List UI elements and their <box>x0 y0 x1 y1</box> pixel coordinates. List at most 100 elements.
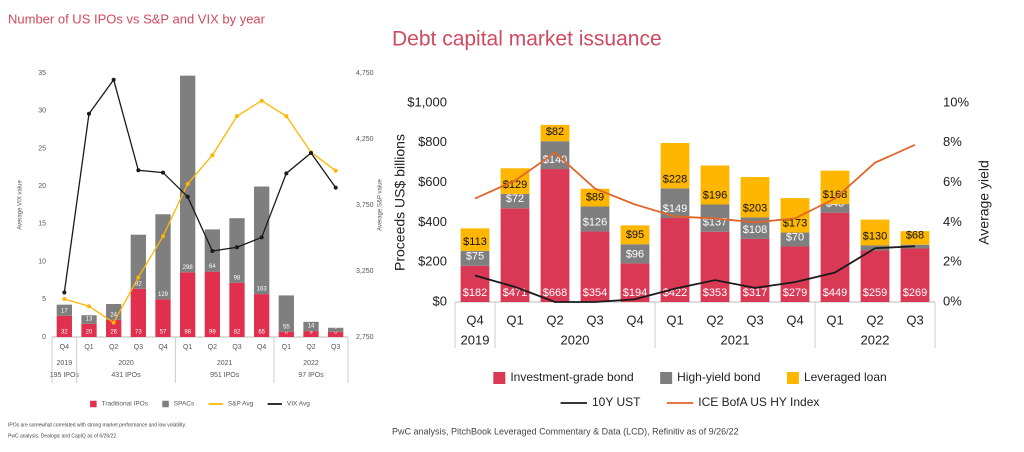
line-marker <box>259 98 264 103</box>
x-tick-label: Q2 <box>546 312 563 327</box>
y2-axis-title: Average S&P value <box>378 178 384 230</box>
value-label: 64 <box>209 264 216 270</box>
legend-label: VIX Avg <box>287 401 310 408</box>
group-label: 2021 <box>217 360 233 367</box>
legend-label: Leveraged loan <box>804 370 887 384</box>
bar-segment <box>180 75 196 273</box>
x-tick-label: Q3 <box>906 312 923 327</box>
value-label: $194 <box>623 287 647 299</box>
line-marker <box>333 168 338 173</box>
value-label: 24 <box>110 312 117 318</box>
y-tick-label: 35 <box>38 70 46 77</box>
bar-segment <box>780 198 810 233</box>
bar-segment <box>130 234 146 289</box>
footnote: IPOs are somewhat correlated with strong… <box>8 422 186 428</box>
x-tick-label: Q3 <box>746 312 763 327</box>
value-label: $269 <box>903 287 927 299</box>
line-marker <box>259 235 264 240</box>
legend-label: Investment-grade bond <box>510 370 633 384</box>
legend-swatch <box>90 400 97 408</box>
x-tick-label: Q4 <box>466 312 483 327</box>
x-tick-label: Q4 <box>158 344 167 351</box>
value-label: $182 <box>463 287 487 299</box>
y-tick-label: $600 <box>418 174 447 189</box>
value-label: 8 <box>334 330 338 336</box>
group-count: 431 IPOs <box>111 372 141 379</box>
y2-axis-title: Average yield <box>976 160 992 245</box>
bar-segment <box>155 214 171 300</box>
group-count: 195 IPOs <box>50 372 80 379</box>
x-tick-label: Q4 <box>786 312 803 327</box>
y-tick-label: $200 <box>418 254 447 269</box>
bar-segment <box>700 231 730 302</box>
legend-label: Traditional IPOs <box>102 401 149 408</box>
bar-segment <box>460 250 490 266</box>
group-label: 2021 <box>721 332 750 347</box>
value-label: $82 <box>546 126 564 138</box>
y-tick-label: 20 <box>38 183 46 190</box>
bar-segment <box>540 169 570 302</box>
bar-segment <box>81 323 97 337</box>
y2-tick-label: 8% <box>943 134 962 149</box>
x-tick-label: Q2 <box>706 312 723 327</box>
legend-label: 10Y UST <box>592 395 641 409</box>
line-marker <box>161 170 165 175</box>
bar-segment <box>254 186 270 295</box>
bar-segment <box>155 299 171 337</box>
bar-segment <box>860 219 890 246</box>
legend-label: High-yield bond <box>677 370 760 384</box>
x-tick-label: Q1 <box>506 312 523 327</box>
x-tick-label: Q4 <box>60 344 69 351</box>
value-label: $279 <box>783 287 807 299</box>
value-label: 17 <box>61 308 68 314</box>
x-tick-label: Q3 <box>586 312 603 327</box>
y-tick-label: 5 <box>42 296 46 303</box>
value-label: $108 <box>743 224 767 236</box>
value-label: 298 <box>183 265 194 271</box>
x-tick-label: Q3 <box>232 344 241 351</box>
group-label: 2022 <box>303 360 319 367</box>
x-tick-label: Q4 <box>626 312 643 327</box>
group-count: 951 IPOs <box>210 372 240 379</box>
y2-tick-label: 0% <box>943 293 962 308</box>
line-marker <box>284 114 289 119</box>
line-marker <box>87 304 91 309</box>
bar-segment <box>700 165 730 205</box>
value-label: $196 <box>703 189 727 201</box>
y2-tick-label: 4,250 <box>356 136 374 143</box>
bar-segment <box>620 225 650 245</box>
bar-segment <box>180 272 196 337</box>
bar-segment <box>460 228 490 251</box>
value-label: $203 <box>743 202 767 214</box>
bar-segment <box>660 142 690 189</box>
value-label: $72 <box>506 193 524 205</box>
chart-title: Debt capital market issuance <box>392 28 662 51</box>
bar-segment <box>900 248 930 302</box>
value-label: $173 <box>783 217 807 229</box>
y2-tick-label: 4% <box>943 214 962 229</box>
group-label: 2020 <box>561 332 590 347</box>
line-marker <box>161 234 165 239</box>
line-marker <box>333 185 338 190</box>
y-axis-title: Average VIX value <box>18 180 24 230</box>
bar-segment <box>303 331 319 337</box>
value-label: 57 <box>160 330 167 336</box>
bar-segment <box>254 294 270 337</box>
value-label: $95 <box>626 229 644 241</box>
line-marker <box>284 171 289 176</box>
y-tick-label: $400 <box>418 214 447 229</box>
y-tick-label: 30 <box>38 108 46 115</box>
bar-segment <box>56 304 72 316</box>
legend-swatch <box>493 372 506 384</box>
line-series <box>63 78 337 293</box>
x-tick-label: Q2 <box>866 312 883 327</box>
value-label: 99 <box>209 330 216 336</box>
group-label: 2019 <box>57 360 73 367</box>
line-marker <box>136 168 141 173</box>
line-marker <box>210 153 215 158</box>
value-label: $96 <box>626 248 644 260</box>
y-tick-label: 10 <box>38 258 46 265</box>
x-tick-label: Q1 <box>826 312 843 327</box>
